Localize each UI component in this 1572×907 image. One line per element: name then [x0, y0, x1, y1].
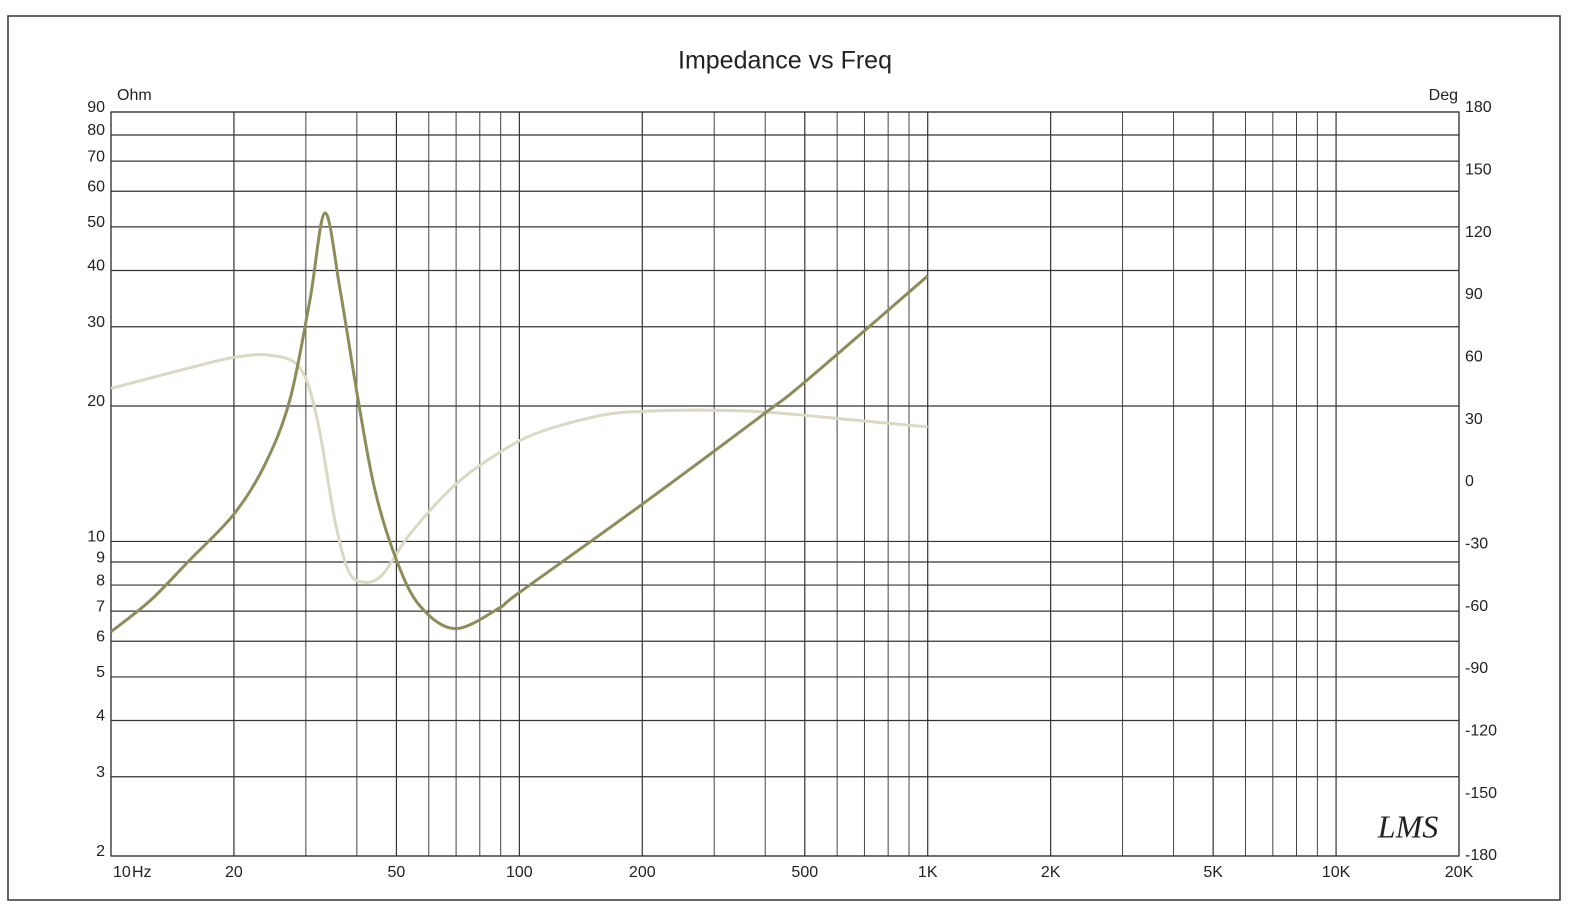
- y-tick-label: 3: [96, 764, 105, 781]
- y-tick-label: 70: [87, 148, 105, 165]
- y2-tick-label: -120: [1465, 723, 1497, 740]
- x-tick-label: 500: [791, 864, 818, 881]
- frame: [7, 15, 1561, 901]
- y-tick-label: 8: [96, 572, 105, 589]
- x-tick-label: 50: [388, 864, 406, 881]
- y-tick-label: 50: [87, 214, 105, 231]
- y2-tick-label: -60: [1465, 598, 1488, 615]
- y-tick-label: 20: [87, 393, 105, 410]
- x-tick-label: 10: [113, 864, 131, 881]
- chart-title: Impedance vs Freq: [678, 47, 892, 75]
- x-tick-label: 10K: [1322, 864, 1351, 881]
- y-axis-label: Ohm: [117, 87, 152, 104]
- logo: LMS: [1377, 808, 1438, 844]
- y-tick-label: 40: [87, 258, 105, 275]
- y-tick-label: 6: [96, 628, 105, 645]
- y-tick-label: 10: [87, 529, 105, 546]
- x-tick-label: 5K: [1203, 864, 1223, 881]
- series-line: [110, 211, 929, 633]
- x-tick-label: 100: [506, 864, 533, 881]
- x-tick-label: 200: [629, 864, 656, 881]
- y2-tick-label: 180: [1465, 99, 1492, 116]
- x-tick-label: 2K: [1041, 864, 1061, 881]
- y2-tick-label: 150: [1465, 162, 1492, 179]
- y2-axis-label: Deg: [1429, 87, 1458, 104]
- y-tick-label: 60: [87, 178, 105, 195]
- y2-tick-label: 0: [1465, 473, 1474, 490]
- y2-tick-label: -180: [1465, 847, 1497, 864]
- y2-tick-label: 120: [1465, 224, 1492, 241]
- y-tick-label: 2: [96, 843, 105, 860]
- y2-tick-label: -30: [1465, 536, 1488, 553]
- y-tick-label: 5: [96, 664, 105, 681]
- x-tick-label: 20K: [1445, 864, 1474, 881]
- y2-tick-label: 90: [1465, 286, 1483, 303]
- y-tick-label: 30: [87, 314, 105, 331]
- y-tick-label: 80: [87, 122, 105, 139]
- x-tick-label: 20: [225, 864, 243, 881]
- y2-tick-label: -90: [1465, 660, 1488, 677]
- plot-border: [110, 111, 1460, 857]
- y2-tick-label: 30: [1465, 411, 1483, 428]
- y-tick-label: 4: [96, 708, 105, 725]
- y2-tick-label: 60: [1465, 349, 1483, 366]
- y-tick-label: 7: [96, 598, 105, 615]
- x-tick-label: 1K: [918, 864, 938, 881]
- y-tick-label: 90: [87, 99, 105, 116]
- x-axis-label: Hz: [132, 864, 152, 881]
- y-tick-label: 9: [96, 549, 105, 566]
- y2-tick-label: -150: [1465, 785, 1497, 802]
